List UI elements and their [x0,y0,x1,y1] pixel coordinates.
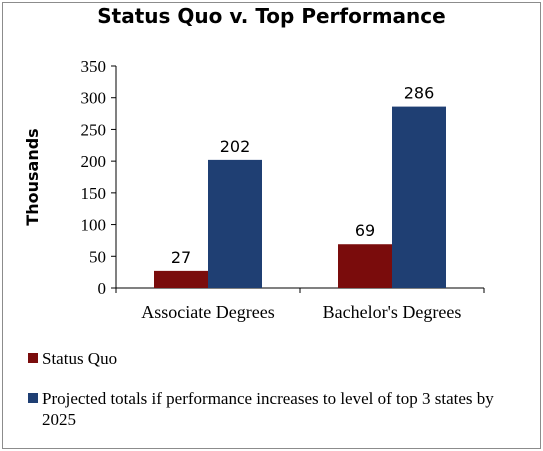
y-tick-label: 150 [81,184,107,203]
x-category-label: Associate Degrees [141,302,274,322]
chart-title: Status Quo v. Top Performance [97,4,446,28]
legend-swatch-status-quo [28,353,38,363]
bar-0-1 [338,244,392,288]
data-label: 69 [355,221,375,240]
x-category-label: Bachelor's Degrees [323,302,462,322]
y-tick-label: 50 [89,247,106,266]
y-tick-label: 350 [81,57,107,76]
y-tick-label: 300 [81,89,107,108]
legend-label-status-quo: Status Quo [42,349,118,368]
bar-0-0 [154,270,208,288]
data-label: 27 [171,248,191,267]
data-label: 286 [404,84,435,103]
legend-item-projected: Projected totals if performance increase… [28,388,528,430]
legend-swatch-projected [28,393,38,403]
bar-1-0 [208,159,262,288]
y-tick-label: 200 [81,152,107,171]
y-axis-title: Thousands [23,128,42,225]
chart-legend: Status Quo Projected totals if performan… [28,348,528,430]
y-tick-label: 0 [98,279,107,298]
y-tick-label: 100 [81,216,107,235]
y-tick-label: 250 [81,120,107,139]
bar-1-1 [392,106,446,288]
legend-item-status-quo: Status Quo [28,348,528,369]
data-label: 202 [220,137,251,156]
legend-label-projected: Projected totals if performance increase… [42,389,494,429]
